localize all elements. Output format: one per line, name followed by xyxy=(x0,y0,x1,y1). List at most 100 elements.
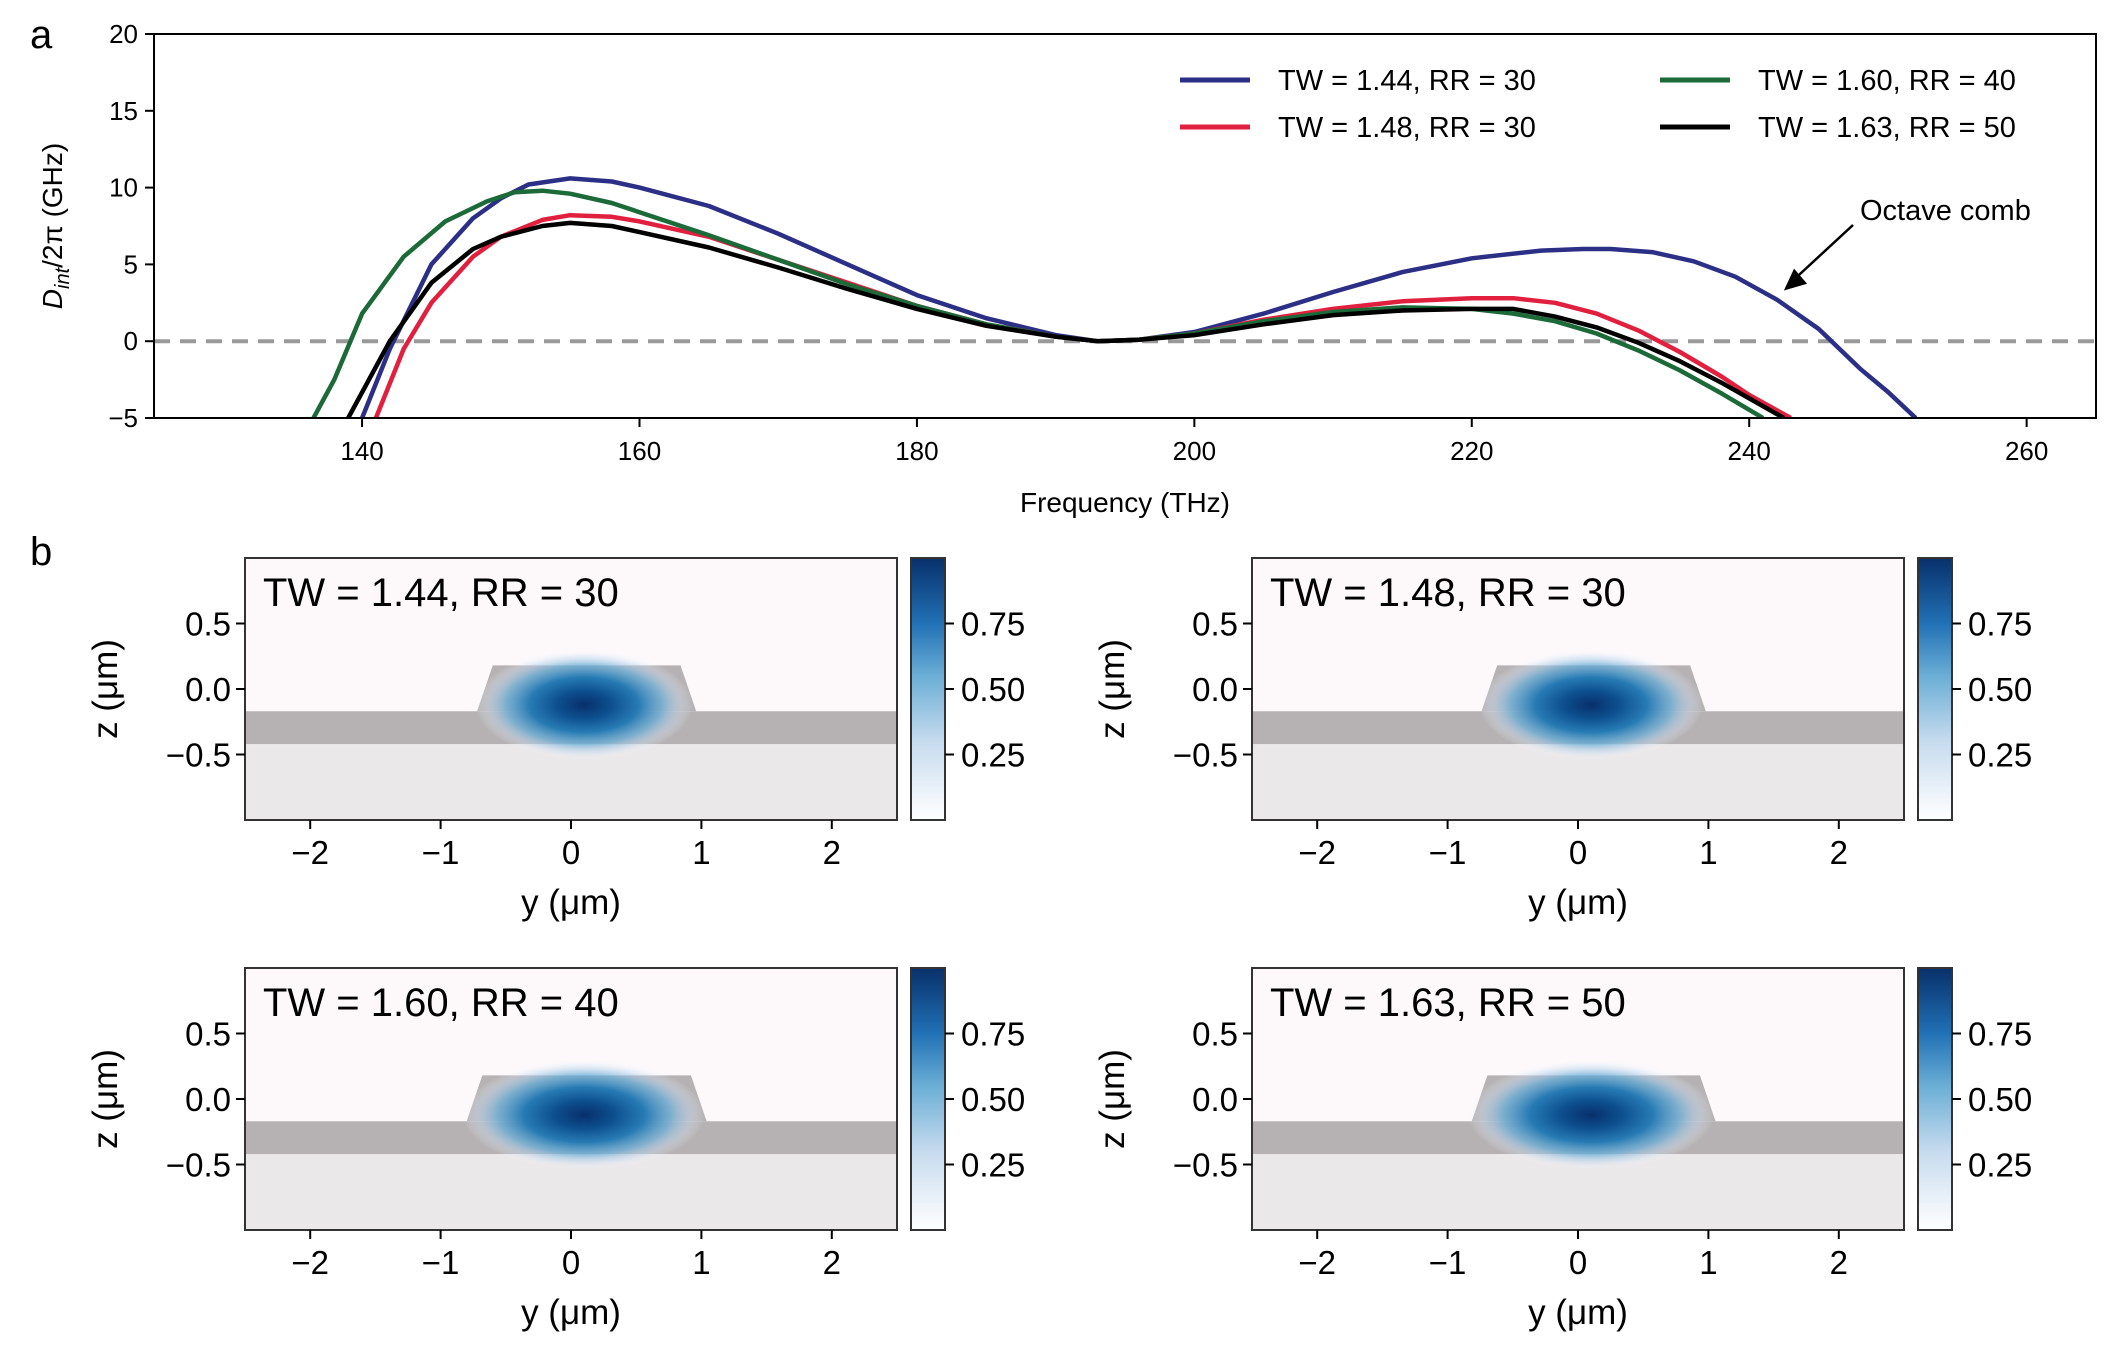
y-tick-label: 0.0 xyxy=(1192,671,1238,708)
colorbar-tick-label: 0.25 xyxy=(961,1147,1025,1184)
x-tick-label: 240 xyxy=(1728,436,1771,466)
x-tick-label: 0 xyxy=(1569,1244,1587,1281)
x-tick-label: −1 xyxy=(1429,834,1467,871)
mode-plot-area xyxy=(245,968,897,1230)
mode-panel-3: TW = 1.60, RR = 40 −2 −1 0 1 2 0.5 0.0 −0.5 y (μm… xyxy=(86,967,1025,1332)
panel-label-a: a xyxy=(30,13,53,57)
series-line-3 xyxy=(346,220,1786,418)
y-tick-label: 0.5 xyxy=(1192,1016,1238,1053)
x-tick-label: 0 xyxy=(562,1244,580,1281)
x-tick-label: 2 xyxy=(1830,1244,1848,1281)
x-tick-label: 2 xyxy=(1830,834,1848,871)
legend-entry-3: TW = 1.63, RR = 50 xyxy=(1758,112,2016,144)
mode-field xyxy=(1467,1059,1715,1170)
y-tick-label: 0.5 xyxy=(185,606,231,643)
annotation-arrow-line xyxy=(1791,224,1854,283)
y-axis-label-rest: /2π (GHz) xyxy=(37,143,68,268)
colorbar-tick-label: 0.75 xyxy=(1968,1016,2032,1053)
x-tick-label: 200 xyxy=(1173,436,1216,466)
x-tick-label: 1 xyxy=(1699,1244,1717,1281)
mode-plot-area xyxy=(1252,558,1904,820)
mode-panel-1: TW = 1.44, RR = 30 −2 −1 0 1 2 0.5 0.0 −0.5 y (μm… xyxy=(86,557,1025,922)
x-tick-label: −1 xyxy=(422,1244,460,1281)
y-axis-label: z (μm) xyxy=(86,639,125,739)
x-tick-label: 1 xyxy=(1699,834,1717,871)
colorbar-tick-label: 0.75 xyxy=(961,606,1025,643)
colorbar xyxy=(910,967,946,1231)
colorbar-tick-label: 0.75 xyxy=(1968,606,2032,643)
mode-plot-area xyxy=(245,558,897,820)
heatmap-title: TW = 1.60, RR = 40 xyxy=(263,981,619,1025)
x-axis-label: y (μm) xyxy=(521,883,621,922)
colorbar-tick-label: 0.25 xyxy=(961,737,1025,774)
mode-panel-2: TW = 1.48, RR = 30 −2 −1 0 1 2 0.5 0.0 −0.5 y (μm… xyxy=(1093,557,2032,922)
y-axis-label: z (μm) xyxy=(1093,1049,1132,1149)
x-tick-label: 160 xyxy=(618,436,661,466)
colorbar xyxy=(1917,557,1953,821)
colorbar xyxy=(910,557,946,821)
colorbar-tick-label: 0.25 xyxy=(1968,737,2032,774)
y-tick-label: 0 xyxy=(124,326,138,356)
colorbar-tick-label: 0.50 xyxy=(961,1081,1025,1118)
colorbar-tick-label: 0.50 xyxy=(1968,671,2032,708)
colorbar-tick-label: 0.50 xyxy=(1968,1081,2032,1118)
mode-field xyxy=(463,1059,706,1170)
legend-entry-1: TW = 1.48, RR = 30 xyxy=(1278,112,1536,144)
y-tick-label: −0.5 xyxy=(166,1147,231,1184)
x-tick-label: −2 xyxy=(291,1244,329,1281)
y-tick-label: 0.0 xyxy=(185,671,231,708)
series-line-1 xyxy=(373,212,1792,418)
y-tick-label: 0.5 xyxy=(1192,606,1238,643)
y-axis-label: z (μm) xyxy=(1093,639,1132,739)
y-tick-label: −0.5 xyxy=(166,737,231,774)
legend-entry-2: TW = 1.60, RR = 40 xyxy=(1758,65,2016,97)
series-group xyxy=(311,176,1918,418)
x-tick-label: 2 xyxy=(823,834,841,871)
y-tick-label: 0.5 xyxy=(185,1016,231,1053)
x-tick-label: 0 xyxy=(1569,834,1587,871)
y-tick-label: −0.5 xyxy=(1173,1147,1238,1184)
x-axis-label: y (μm) xyxy=(1528,1293,1628,1332)
annotation-octave-comb: Octave comb xyxy=(1860,195,2031,227)
x-tick-label: 1 xyxy=(692,1244,710,1281)
heatmap-title: TW = 1.63, RR = 50 xyxy=(1270,981,1626,1025)
x-tick-label: −1 xyxy=(422,834,460,871)
mode-field xyxy=(1479,649,1703,760)
x-tick-label: 0 xyxy=(562,834,580,871)
y-tick-label: −0.5 xyxy=(1173,737,1238,774)
x-tick-label: −1 xyxy=(1429,1244,1467,1281)
y-axis-label: z (μm) xyxy=(86,1049,125,1149)
x-axis-label: y (μm) xyxy=(1528,883,1628,922)
heatmap-title: TW = 1.48, RR = 30 xyxy=(1270,571,1626,615)
colorbar xyxy=(1917,967,1953,1231)
x-tick-label: 180 xyxy=(895,436,938,466)
x-tick-label: −2 xyxy=(1298,834,1336,871)
y-tick-label: 10 xyxy=(109,173,138,203)
mode-panel-4: TW = 1.63, RR = 50 −2 −1 0 1 2 0.5 0.0 −0.5 y (μm… xyxy=(1093,967,2032,1332)
y-tick-label: 15 xyxy=(109,96,138,126)
panel-a-plot: 140 160 180 200 220 240 260 −5 0 5 10 15 20 Frequency… xyxy=(37,19,2097,518)
mode-field xyxy=(475,649,693,760)
x-tick-label: 1 xyxy=(692,834,710,871)
x-axis-label: Frequency (THz) xyxy=(1020,487,1230,518)
x-tick-label: −2 xyxy=(1298,1244,1336,1281)
heatmap-title: TW = 1.44, RR = 30 xyxy=(263,571,619,615)
y-axis-label-sub: int xyxy=(52,266,74,289)
colorbar-tick-label: 0.75 xyxy=(961,1016,1025,1053)
panel-label-b: b xyxy=(30,530,52,574)
plot-frame-a xyxy=(153,33,2097,419)
x-tick-label: 2 xyxy=(823,1244,841,1281)
colorbar-tick-label: 0.25 xyxy=(1968,1147,2032,1184)
legend-entry-0: TW = 1.44, RR = 30 xyxy=(1278,65,1536,97)
annotation-arrow-head xyxy=(1783,268,1808,291)
x-axis-label: y (μm) xyxy=(521,1293,621,1332)
y-tick-label: 5 xyxy=(124,249,138,279)
colorbar-tick-label: 0.50 xyxy=(961,671,1025,708)
mode-plot-area xyxy=(1252,968,1904,1230)
y-axis-label-main: D xyxy=(37,289,68,309)
x-tick-label: −2 xyxy=(291,834,329,871)
x-tick-label: 220 xyxy=(1450,436,1493,466)
y-tick-label: 20 xyxy=(109,19,138,49)
y-tick-label: −5 xyxy=(108,403,138,433)
